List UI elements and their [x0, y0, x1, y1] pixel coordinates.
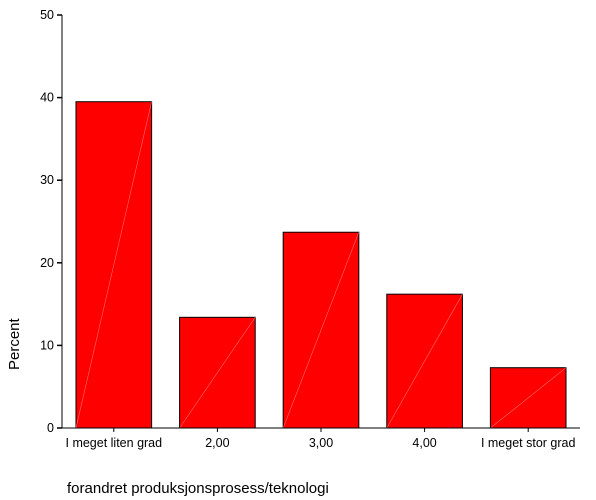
bar-shading-4 [490, 367, 567, 429]
y-tick-label-4: 40 [40, 91, 54, 105]
bars-group [75, 101, 567, 429]
y-tick-label-2: 20 [40, 256, 54, 270]
x-axis-ticks: I meget liten grad 2,00 3,00 4,00 I meget st… [66, 428, 576, 450]
x-tick-label-2: 3,00 [309, 436, 333, 450]
y-axis-ticks: 0 10 20 30 40 50 [40, 8, 62, 435]
y-tick-label-0: 0 [47, 421, 54, 435]
x-tick-label-4: I meget stor grad [481, 436, 576, 450]
bar-shading-0 [75, 101, 152, 429]
x-tick-label-1: 2,00 [205, 436, 229, 450]
y-axis-label: Percent [6, 318, 23, 370]
x-tick-label-0: I meget liten grad [66, 436, 163, 450]
bar-shading-3 [386, 294, 463, 429]
bar-shading-1 [179, 317, 256, 429]
bar-shading-2 [282, 232, 360, 429]
y-tick-label-1: 10 [40, 338, 54, 352]
y-tick-label-5: 50 [40, 8, 54, 22]
x-tick-label-3: 4,00 [412, 436, 436, 450]
y-tick-label-3: 30 [40, 173, 54, 187]
x-axis-label: forandret produksjonsprosess/teknologi [67, 480, 329, 497]
